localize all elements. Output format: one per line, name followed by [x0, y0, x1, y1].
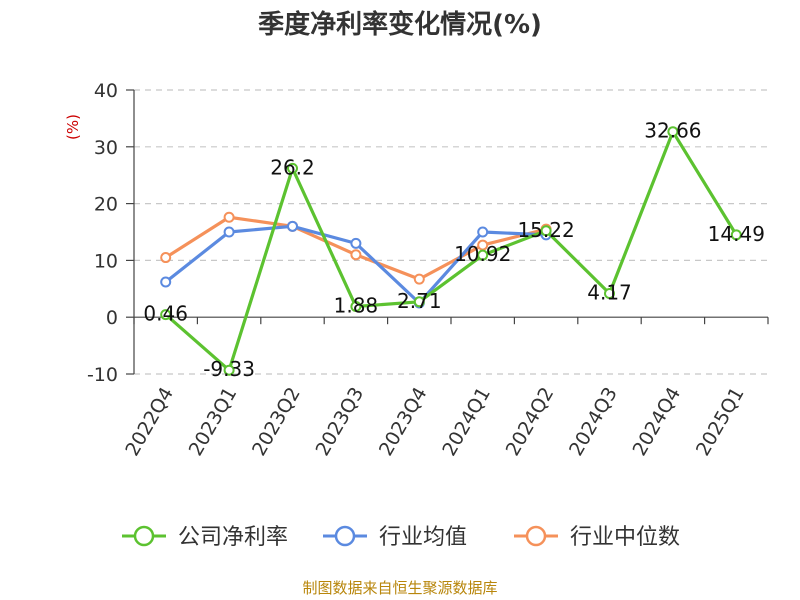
legend-item: 公司净利率 [122, 525, 288, 550]
legend-marker [334, 525, 356, 547]
data-point [477, 249, 489, 261]
series-0 [160, 126, 742, 376]
x-tick-label: 2023Q3 [311, 384, 368, 460]
legend-marker [525, 525, 547, 547]
series-layer [160, 126, 742, 376]
legend-item: 行业中位数 [514, 525, 680, 550]
legend-label: 公司净利率 [178, 525, 288, 550]
series-line [164, 130, 738, 372]
data-label: 1.88 [334, 294, 379, 318]
data-point [223, 364, 235, 376]
data-point [160, 276, 172, 288]
legend: 公司净利率 行业均值 行业中位数 [122, 525, 680, 550]
y-tick-label: 10 [94, 250, 118, 272]
data-label: 14.49 [708, 222, 765, 246]
data-point [540, 225, 552, 237]
data-point [730, 229, 742, 241]
y-axis-unit-label: (%) [64, 114, 82, 140]
x-tick-label: 2025Q1 [692, 384, 749, 460]
data-point [350, 249, 362, 261]
x-tick-label: 2024Q4 [628, 384, 685, 460]
x-tick-label: 2024Q1 [438, 384, 495, 460]
source-note: 制图数据来自恒生聚源数据库 [302, 579, 497, 597]
data-label: 15.22 [517, 218, 574, 242]
x-tick-label: 2024Q2 [502, 384, 559, 460]
data-label: -9.33 [203, 357, 255, 381]
y-tick-label: 40 [94, 80, 118, 102]
data-point [223, 226, 235, 238]
data-point [160, 252, 172, 264]
data-point [413, 296, 425, 308]
legend-label: 行业中位数 [570, 525, 680, 550]
data-label: 2.71 [397, 289, 442, 313]
x-tick-label: 2023Q2 [248, 384, 305, 460]
x-tick-label: 2023Q4 [375, 384, 432, 460]
x-tick-label: 2024Q3 [565, 384, 622, 460]
data-label: 10.92 [454, 242, 511, 266]
x-tick-label: 2023Q1 [185, 384, 242, 460]
x-tick-label: 2022Q4 [121, 384, 178, 460]
y-tick-label: 0 [106, 307, 118, 329]
chart-title: 季度净利率变化情况(%) [258, 9, 542, 40]
data-point [604, 288, 615, 300]
y-tick-label: 20 [94, 194, 118, 216]
gridlines [134, 89, 768, 375]
y-tick-label: 30 [94, 137, 118, 159]
data-point [667, 126, 679, 138]
y-tick-label: -10 [87, 364, 118, 386]
legend-marker [133, 525, 155, 547]
series-1 [160, 220, 552, 309]
data-label: 26.2 [270, 155, 315, 179]
data-point [160, 309, 172, 321]
data-point [477, 239, 489, 251]
data-point [350, 237, 362, 249]
data-label: 32.66 [644, 119, 701, 143]
data-point [413, 273, 425, 285]
data-label: 4.17 [587, 281, 632, 305]
data-point [287, 162, 298, 174]
legend-label: 行业均值 [379, 525, 467, 550]
data-point [287, 220, 298, 232]
data-label: 0.46 [143, 302, 188, 326]
legend-item: 行业均值 [323, 525, 467, 550]
data-point [223, 211, 235, 223]
data-point [350, 301, 362, 313]
data-point [477, 226, 489, 238]
